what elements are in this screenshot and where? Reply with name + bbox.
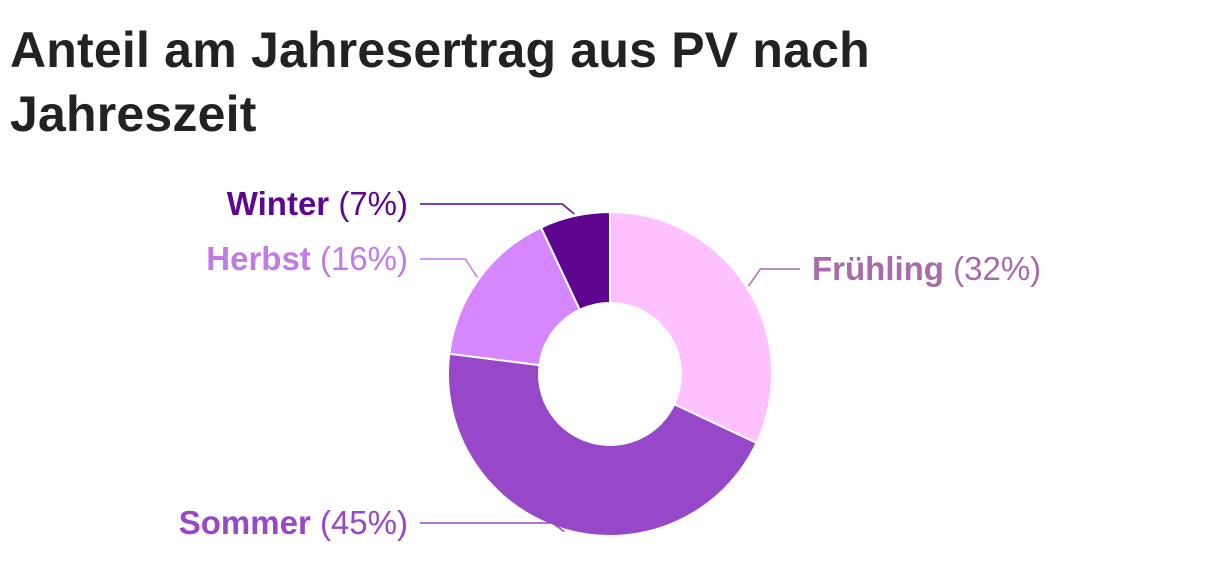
slice-label-herbst: Herbst (16%) (206, 240, 408, 277)
leader-line-fruhling (747, 268, 800, 287)
leader-line-winter (420, 203, 575, 215)
slice-sommer (447, 352, 758, 537)
slice-label-value: (16%) (311, 240, 408, 277)
leader-line-herbst (420, 258, 478, 279)
chart-labels: Frühling (32%) Sommer (45%) Herbst (16%) Wi… (179, 185, 1041, 541)
slice-label-name: Sommer (179, 504, 311, 541)
slice-label-sommer: Sommer (45%) (179, 504, 408, 541)
slice-label-name: Herbst (206, 240, 311, 277)
slice-label-winter: Winter (7%) (227, 185, 408, 222)
chart-slices (447, 210, 773, 537)
chart-title: Anteil am Jahresertrag aus PV nach Jahre… (10, 22, 870, 142)
slice-label-name: Frühling (812, 250, 944, 287)
slice-fruhling (609, 210, 773, 445)
leader-line-sommer (420, 522, 565, 533)
chart-leader-lines (420, 203, 800, 533)
slice-label-value: (45%) (311, 504, 408, 541)
slice-label-value: (7%) (329, 185, 408, 222)
slice-label-name: Winter (227, 185, 330, 222)
slice-label-fruhling: Frühling (32%) (812, 250, 1041, 287)
slice-winter (539, 210, 611, 312)
slice-herbst (448, 226, 582, 367)
slice-label-value: (32%) (944, 250, 1041, 287)
